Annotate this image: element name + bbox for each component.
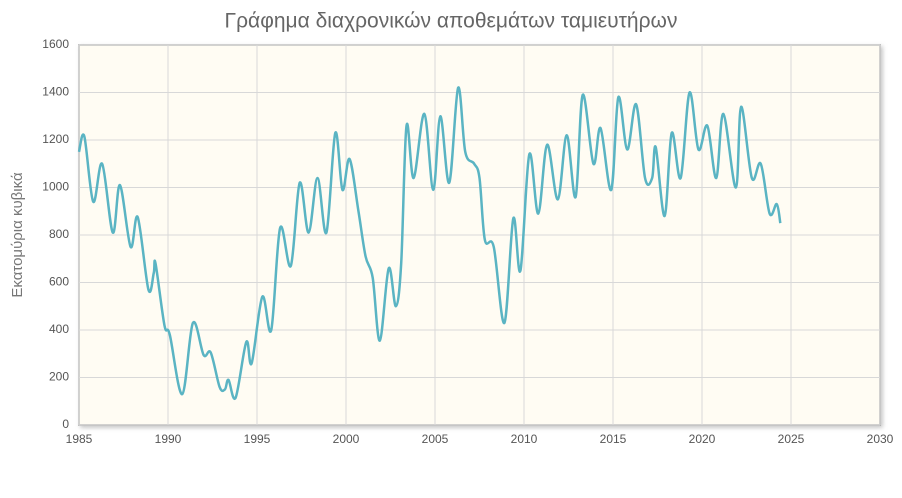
data-line (77, 86, 782, 401)
chart-title: Γράφημα διαχρονικών αποθεμάτων ταμιευτήρ… (225, 10, 678, 33)
x-tick-label: 2005 (422, 432, 449, 446)
x-tick-label: 1990 (155, 432, 182, 446)
x-tick-label: 2030 (867, 432, 894, 446)
x-tick-label: 1995 (244, 432, 271, 446)
y-tick-label: 1200 (42, 132, 69, 146)
y-axis-label: Εκατομύρια κυβικά (9, 172, 26, 298)
x-tick-label: 2020 (689, 432, 716, 446)
y-tick-label: 600 (49, 275, 69, 289)
y-tick-label: 800 (49, 227, 69, 241)
y-tick-label: 1000 (42, 180, 69, 194)
x-tick-label: 2010 (511, 432, 538, 446)
x-tick-label: 2000 (333, 432, 360, 446)
y-tick-label: 200 (49, 370, 69, 384)
y-tick-label: 0 (62, 417, 69, 431)
x-tick-label: 1985 (66, 432, 93, 446)
x-tick-label: 2015 (600, 432, 627, 446)
y-tick-label: 400 (49, 322, 69, 336)
x-tick-label: 2025 (778, 432, 805, 446)
y-tick-label: 1400 (42, 85, 69, 99)
y-tick-label: 1600 (42, 37, 69, 51)
